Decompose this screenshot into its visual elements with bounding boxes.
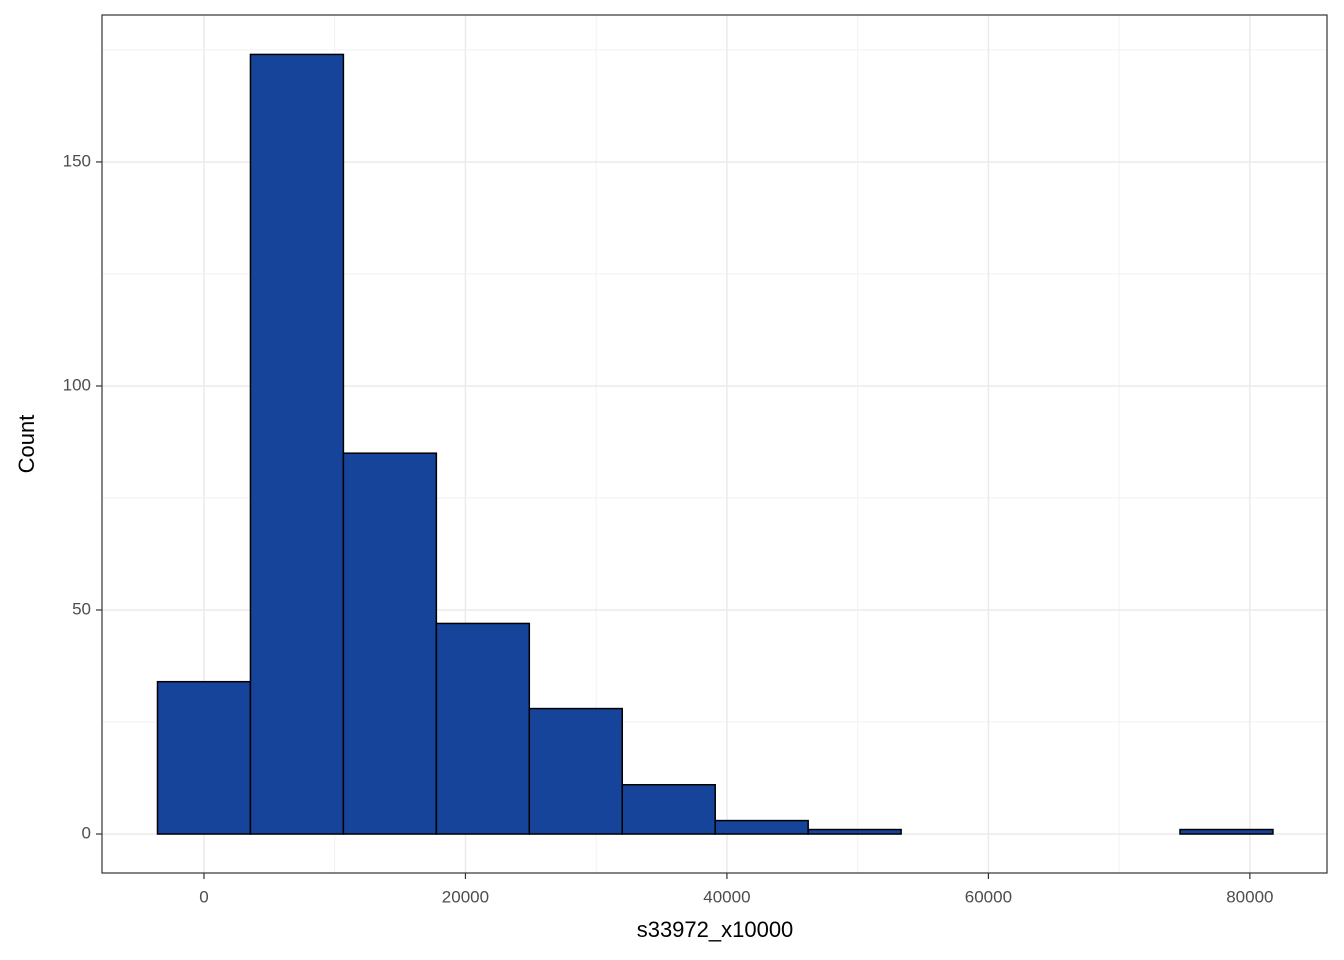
bar bbox=[807, 828, 902, 835]
panel-border bbox=[101, 14, 1328, 874]
bar bbox=[435, 622, 531, 835]
y-tick-label: 0 bbox=[82, 824, 91, 843]
x-tick-label: 20000 bbox=[442, 887, 489, 906]
x-tick-label: 80000 bbox=[1226, 887, 1273, 906]
x-axis-title: s33972_x10000 bbox=[637, 917, 794, 942]
bar bbox=[156, 680, 252, 835]
y-tick-label: 50 bbox=[72, 599, 91, 618]
bar bbox=[714, 819, 809, 835]
y-tick-label: 100 bbox=[63, 375, 91, 394]
bar bbox=[342, 452, 438, 835]
bar bbox=[249, 53, 345, 835]
x-tick-label: 60000 bbox=[965, 887, 1012, 906]
bar bbox=[1179, 828, 1274, 835]
x-tick-label: 40000 bbox=[703, 887, 750, 906]
y-axis-title: Count bbox=[14, 415, 39, 474]
y-tick-label: 150 bbox=[63, 151, 91, 170]
bar bbox=[621, 783, 716, 835]
x-tick-label: 0 bbox=[199, 887, 208, 906]
bar bbox=[528, 707, 624, 835]
